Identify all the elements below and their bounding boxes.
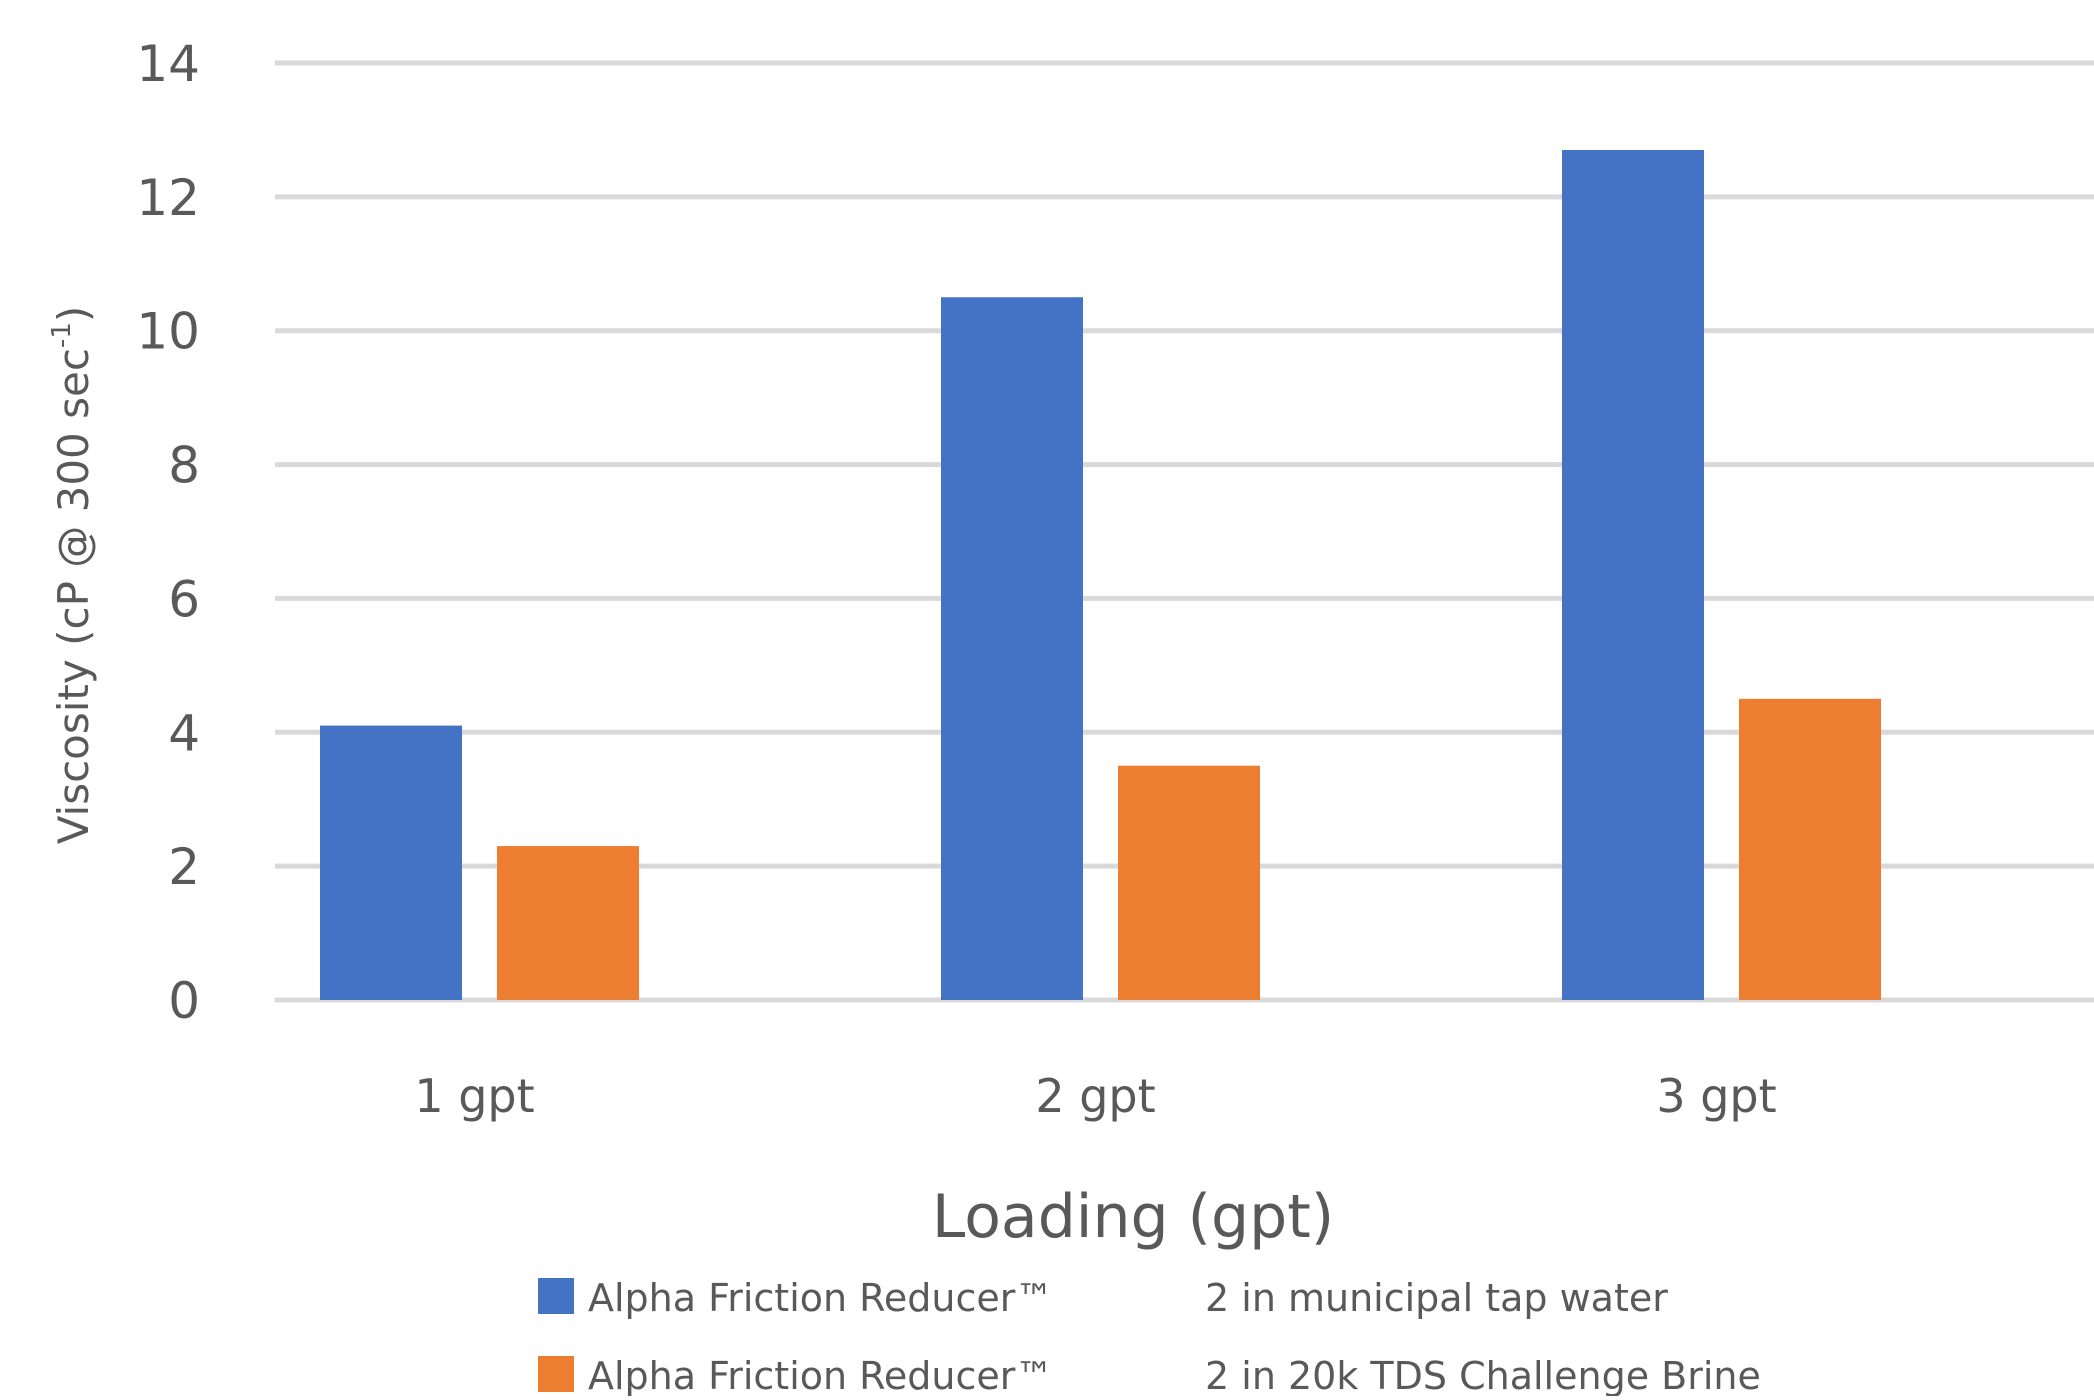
y-tick-labels: 0 2 4 6 8 10 12 14 xyxy=(136,35,200,1030)
bars xyxy=(320,150,1881,1000)
bar-brine-2 xyxy=(1118,765,1260,1000)
y-tick-label: 8 xyxy=(168,437,200,495)
bar-brine-3 xyxy=(1739,698,1881,1000)
legend-swatch-2 xyxy=(538,1356,574,1392)
x-tick-label: 1 gpt xyxy=(414,1069,534,1123)
x-tick-labels: 1 gpt 2 gpt 3 gpt xyxy=(414,1069,1776,1123)
y-tick-label: 6 xyxy=(168,570,200,628)
legend-label-detail-2: 2 in 20k TDS Challenge Brine xyxy=(1205,1354,1761,1396)
bar-brine-1 xyxy=(497,846,639,1000)
y-tick-label: 0 xyxy=(168,972,200,1030)
bar-tap-water-2 xyxy=(941,297,1083,1000)
y-axis-title-close: ) xyxy=(49,306,98,322)
y-axis-title-main: Viscosity (cP @ 300 sec xyxy=(49,348,98,844)
legend-label-detail-1: 2 in municipal tap water xyxy=(1205,1276,1668,1320)
y-tick-label: 4 xyxy=(168,704,200,762)
legend-label-1: Alpha Friction Reducer™ xyxy=(588,1276,1053,1320)
y-tick-label: 10 xyxy=(136,303,200,361)
bar-tap-water-1 xyxy=(320,725,462,1000)
bar-tap-water-3 xyxy=(1562,150,1704,1000)
x-tick-label: 2 gpt xyxy=(1035,1069,1155,1123)
y-tick-label: 2 xyxy=(168,838,200,896)
legend-swatch-1 xyxy=(538,1278,574,1314)
y-axis-title: Viscosity (cP @ 300 sec-1) xyxy=(47,306,98,845)
x-tick-label: 3 gpt xyxy=(1656,1069,1776,1123)
legend-label-2: Alpha Friction Reducer™ xyxy=(588,1354,1053,1396)
legend: Alpha Friction Reducer™ 2 in municipal ta… xyxy=(538,1276,1761,1398)
x-axis-title: Loading (gpt) xyxy=(932,1182,1334,1252)
y-tick-label: 12 xyxy=(136,169,200,227)
y-axis-title-superscript: -1 xyxy=(47,322,77,348)
y-tick-label: 14 xyxy=(136,35,200,93)
